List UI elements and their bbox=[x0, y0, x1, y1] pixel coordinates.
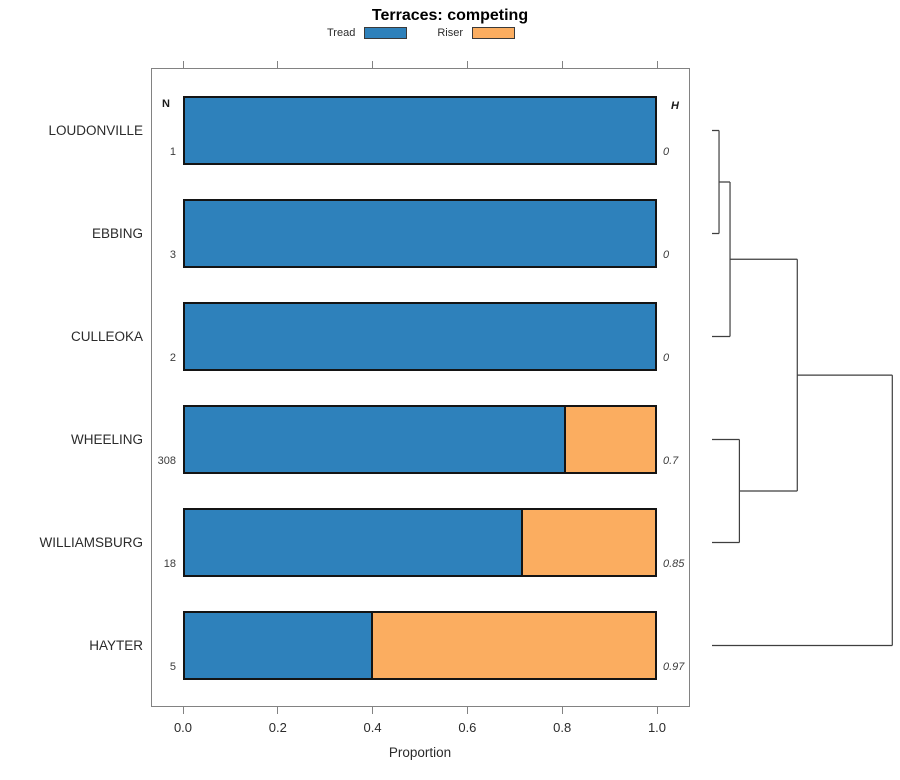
h-value: 0 bbox=[663, 146, 670, 158]
legend-label-tread: Tread bbox=[327, 27, 356, 39]
n-value: 3 bbox=[169, 249, 176, 261]
bar bbox=[183, 508, 657, 577]
legend-label-riser: Riser bbox=[437, 27, 463, 39]
legend-item-riser: Riser bbox=[437, 27, 515, 39]
n-value: 1 bbox=[169, 146, 176, 158]
row-label: EBBING bbox=[91, 225, 143, 241]
bar-segment-tread bbox=[185, 98, 655, 163]
row-label: LOUDONVILLE bbox=[48, 122, 143, 138]
x-tick-top bbox=[656, 61, 658, 68]
h-column-header: H bbox=[671, 100, 679, 112]
bar bbox=[183, 405, 657, 474]
plot-box bbox=[151, 68, 690, 707]
x-tick-bottom bbox=[466, 707, 468, 714]
bar-segment-tread bbox=[185, 510, 524, 575]
x-tick-label: 0.6 bbox=[458, 720, 477, 735]
x-tick-top bbox=[466, 61, 468, 68]
chart-title: Terraces: competing bbox=[371, 7, 529, 24]
row-label: HAYTER bbox=[89, 637, 143, 653]
legend: Tread Riser bbox=[0, 27, 842, 39]
bar-segment-tread bbox=[185, 304, 655, 369]
bar-segment-tread bbox=[185, 407, 566, 472]
x-axis-label: Proportion bbox=[388, 745, 452, 760]
x-tick-label: 0.4 bbox=[363, 720, 382, 735]
legend-swatch-riser bbox=[472, 27, 515, 39]
row-label: WHEELING bbox=[70, 431, 143, 447]
x-tick-bottom bbox=[372, 707, 374, 714]
bar bbox=[183, 302, 657, 371]
bar-segment-tread bbox=[185, 201, 655, 266]
bar bbox=[183, 199, 657, 268]
x-tick-top bbox=[182, 61, 184, 68]
row-label: WILLIAMSBURG bbox=[39, 534, 143, 550]
x-tick-top bbox=[277, 61, 279, 68]
h-value: 0.7 bbox=[663, 455, 679, 467]
x-tick-bottom bbox=[277, 707, 279, 714]
x-tick-label: 0.2 bbox=[268, 720, 287, 735]
n-value: 5 bbox=[169, 661, 176, 673]
bar bbox=[183, 96, 657, 165]
h-value: 0.85 bbox=[663, 558, 685, 570]
bar bbox=[183, 611, 657, 680]
dendrogram bbox=[712, 129, 893, 647]
bar-segment-riser bbox=[373, 613, 655, 678]
x-tick-top bbox=[561, 61, 563, 68]
legend-item-tread: Tread bbox=[327, 27, 408, 39]
h-value: 0.97 bbox=[663, 661, 685, 673]
x-tick-bottom bbox=[182, 707, 184, 714]
dendrogram-branches bbox=[712, 129, 893, 647]
n-value: 18 bbox=[163, 558, 176, 570]
x-tick-top bbox=[372, 61, 374, 68]
row-label: CULLEOKA bbox=[70, 328, 143, 344]
bar-segment-riser bbox=[565, 407, 655, 472]
h-value: 0 bbox=[663, 249, 670, 261]
n-column-header: N bbox=[162, 98, 170, 110]
n-value: 308 bbox=[157, 455, 176, 467]
x-tick-bottom bbox=[561, 707, 563, 714]
x-tick-label: 0.0 bbox=[173, 720, 193, 735]
bar-segment-riser bbox=[523, 510, 655, 575]
h-value: 0 bbox=[663, 352, 670, 364]
bar-segment-tread bbox=[185, 613, 373, 678]
x-tick-label: 1.0 bbox=[647, 720, 667, 735]
x-tick-label: 0.8 bbox=[553, 720, 572, 735]
legend-swatch-tread bbox=[364, 27, 408, 39]
x-tick-bottom bbox=[656, 707, 658, 714]
n-value: 2 bbox=[169, 352, 176, 364]
